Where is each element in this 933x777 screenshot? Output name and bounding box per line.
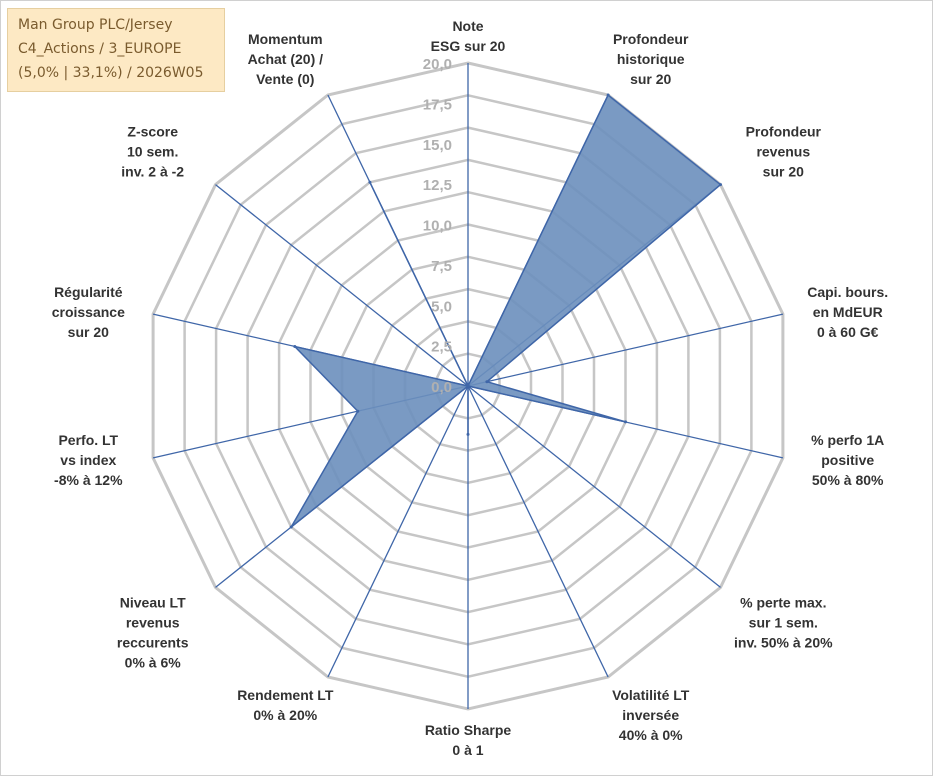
info-box: Man Group PLC/Jersey C4_Actions / 3_EURO… bbox=[7, 8, 225, 92]
axis-label-line: croissance bbox=[52, 304, 125, 320]
axis-label-line: en MdEUR bbox=[813, 304, 883, 320]
axis-label-line: Note bbox=[452, 18, 483, 34]
axis-spoke bbox=[327, 385, 469, 678]
series-point bbox=[466, 432, 470, 436]
radial-tick-label: 12,5 bbox=[423, 177, 452, 194]
axis-label-line: inversée bbox=[622, 707, 679, 723]
axis-label: Ratio Sharpe 0 à 1 bbox=[425, 722, 512, 758]
axis-label-line: Niveau LT bbox=[120, 595, 186, 611]
series-point bbox=[289, 525, 293, 529]
series-area bbox=[290, 93, 722, 528]
axis-label-line: sur 20 bbox=[763, 163, 804, 179]
axis-label-line: sur 1 sem. bbox=[749, 615, 818, 631]
series-point bbox=[368, 180, 372, 184]
axis-label-line: inv. 2 à -2 bbox=[121, 163, 184, 179]
axis-label-line: Profondeur bbox=[613, 31, 689, 47]
radial-tick-label: 5,0 bbox=[431, 298, 452, 315]
axis-label: Régularité croissance sur 20 bbox=[52, 284, 125, 340]
axis-label-line: 0 à 60 G€ bbox=[817, 324, 879, 340]
radial-tick-label: 2,5 bbox=[431, 339, 452, 356]
axis-label: Profondeur historique sur 20 bbox=[613, 31, 689, 87]
axis-spoke bbox=[467, 385, 609, 678]
axis-spoke bbox=[467, 313, 784, 387]
axis-label-line: Volatilité LT bbox=[612, 687, 690, 703]
radial-tick-label: 15,0 bbox=[423, 137, 452, 154]
axis-label-line: Capi. bours. bbox=[807, 284, 888, 300]
axis-label-line: revenus bbox=[756, 143, 810, 159]
series-point bbox=[466, 384, 470, 388]
series-point bbox=[356, 409, 360, 413]
axis-label-line: Achat (20) / bbox=[248, 51, 324, 67]
axis-spoke bbox=[467, 385, 721, 588]
axis-label-line: 0% à 20% bbox=[253, 707, 317, 723]
series-point bbox=[719, 183, 722, 187]
axis-label-line: 40% à 0% bbox=[619, 727, 683, 743]
axis-label: Momentum Achat (20) / Vente (0) bbox=[248, 31, 324, 87]
axis-label-line: Régularité bbox=[54, 284, 123, 300]
axis-label-line: positive bbox=[821, 452, 874, 468]
series-point bbox=[485, 380, 489, 384]
axis-label-line: Rendement LT bbox=[237, 687, 334, 703]
axis-label: % perfo 1A positive 50% à 80% bbox=[811, 432, 884, 488]
axis-label-line: 50% à 80% bbox=[812, 472, 884, 488]
axis-label-line: Z-score bbox=[127, 123, 178, 139]
axis-label: % perte max. sur 1 sem. inv. 50% à 20% bbox=[734, 595, 833, 651]
radial-tick-label: 0,0 bbox=[431, 379, 452, 396]
axis-label-line: 10 sem. bbox=[127, 143, 178, 159]
radial-tick-label: 7,5 bbox=[431, 258, 452, 275]
axis-label-line: sur 20 bbox=[630, 71, 671, 87]
axis-label: Perfo. LT vs index -8% à 12% bbox=[54, 432, 123, 488]
series-layer bbox=[289, 93, 722, 529]
axis-label-line: sur 20 bbox=[68, 324, 109, 340]
axis-label: Volatilité LT inversée 40% à 0% bbox=[612, 687, 690, 743]
radial-tick-label: 10,0 bbox=[423, 218, 452, 235]
axis-label: Profondeur revenus sur 20 bbox=[746, 123, 822, 179]
info-line-stats: (5,0% | 33,1%) / 2026W05 bbox=[18, 65, 204, 81]
radial-tick-label: 20,0 bbox=[423, 56, 452, 73]
axis-label-line: ESG sur 20 bbox=[431, 38, 506, 54]
series-point bbox=[293, 345, 297, 348]
axis-label-line: inv. 50% à 20% bbox=[734, 635, 833, 651]
axis-label-line: Momentum bbox=[248, 31, 323, 47]
axis-label-line: % perfo 1A bbox=[811, 432, 884, 448]
axis-label-line: Profondeur bbox=[746, 123, 822, 139]
axis-label-line: -8% à 12% bbox=[54, 472, 123, 488]
info-line-company: Man Group PLC/Jersey bbox=[18, 17, 173, 33]
axis-label-line: vs index bbox=[60, 452, 116, 468]
axis-label: Z-score 10 sem. inv. 2 à -2 bbox=[121, 123, 184, 179]
axis-label-line: 0% à 6% bbox=[125, 655, 182, 671]
label-layer: Note ESG sur 20 Profondeur historique sur 20… bbox=[52, 18, 888, 758]
series-point bbox=[606, 93, 610, 97]
axis-label-line: reccurents bbox=[117, 635, 189, 651]
tick-layer: 0,0 2,5 5,0 7,5 10,0 12,5 15,0 17,5 20,0 bbox=[423, 56, 452, 396]
axis-label: Note ESG sur 20 bbox=[431, 18, 506, 54]
axis-label: Niveau LT revenus reccurents 0% à 6% bbox=[117, 595, 189, 671]
axis-spoke bbox=[215, 184, 469, 387]
info-line-category: C4_Actions / 3_EUROPE bbox=[18, 41, 182, 57]
axis-label-line: Ratio Sharpe bbox=[425, 722, 512, 738]
axis-label-line: % perte max. bbox=[740, 595, 826, 611]
series-point bbox=[624, 420, 627, 424]
radial-tick-label: 17,5 bbox=[423, 96, 452, 113]
axis-label-line: historique bbox=[617, 51, 685, 67]
axis-label: Capi. bours. en MdEUR 0 à 60 G€ bbox=[807, 284, 888, 340]
axis-label-line: Perfo. LT bbox=[58, 432, 118, 448]
axis-label: Rendement LT 0% à 20% bbox=[237, 687, 334, 723]
axis-label-line: revenus bbox=[126, 615, 180, 631]
axis-label-line: Vente (0) bbox=[256, 71, 314, 87]
axis-label-line: 0 à 1 bbox=[452, 742, 483, 758]
